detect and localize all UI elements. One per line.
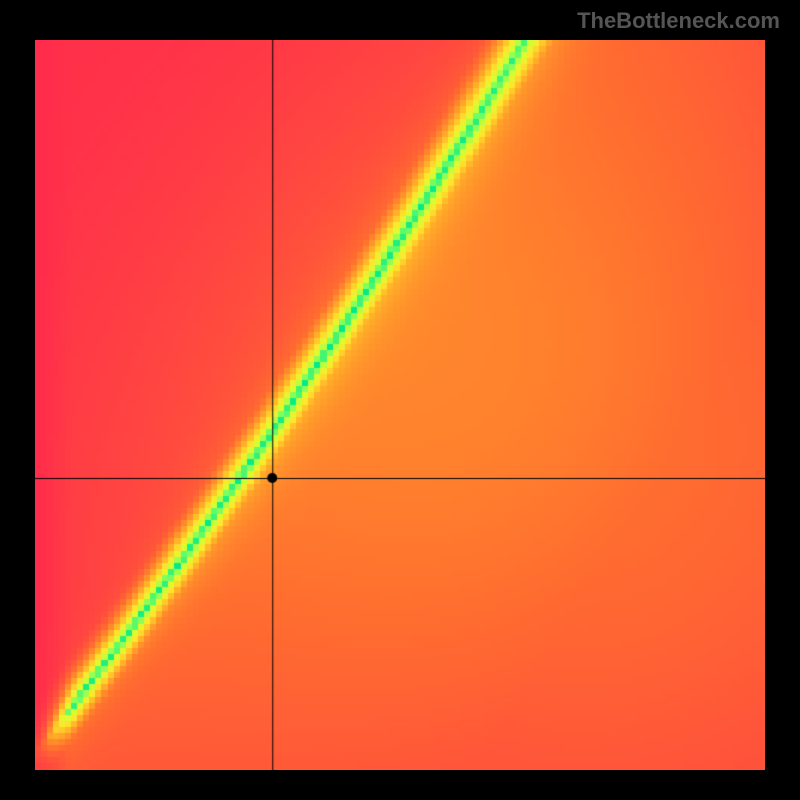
bottleneck-heatmap (35, 40, 765, 770)
watermark-text: TheBottleneck.com (577, 8, 780, 34)
